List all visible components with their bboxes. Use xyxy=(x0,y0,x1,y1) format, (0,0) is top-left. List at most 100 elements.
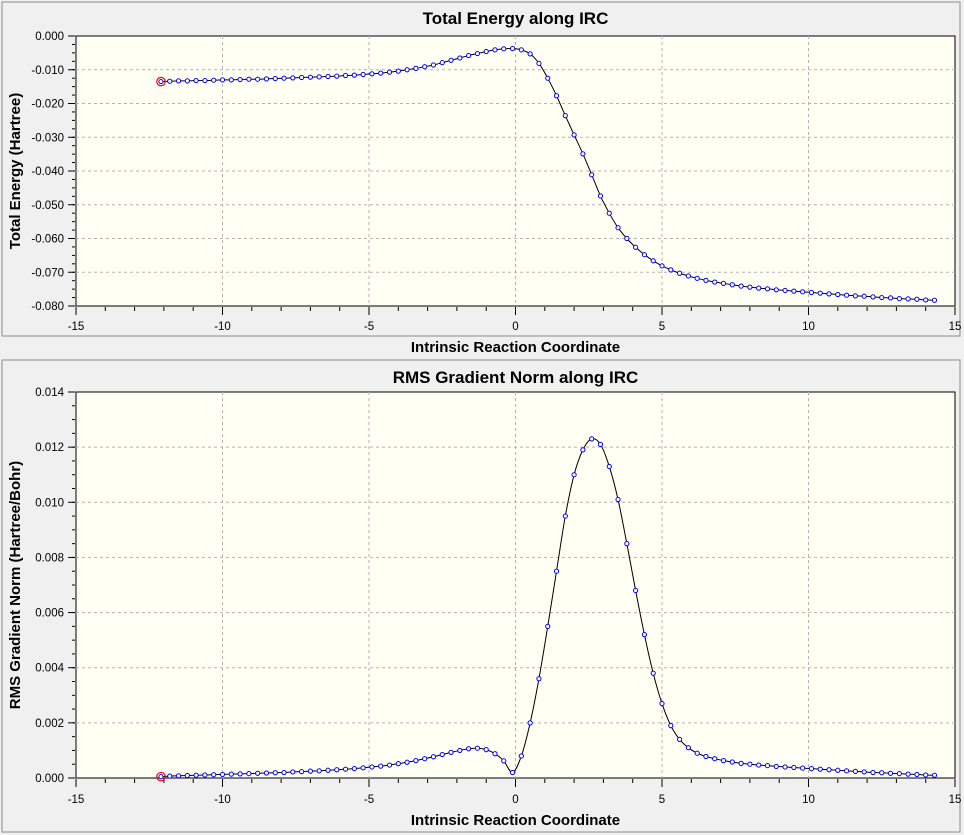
data-point[interactable] xyxy=(633,244,639,250)
data-point[interactable] xyxy=(237,771,243,777)
data-point[interactable] xyxy=(835,767,841,773)
data-point[interactable] xyxy=(527,720,533,726)
data-point[interactable] xyxy=(887,295,894,301)
data-point[interactable] xyxy=(738,760,744,766)
data-point[interactable] xyxy=(184,772,190,779)
data-point[interactable] xyxy=(536,676,542,682)
data-point[interactable] xyxy=(342,766,349,772)
data-point[interactable] xyxy=(430,62,437,68)
data-point[interactable] xyxy=(738,283,744,289)
data-point[interactable] xyxy=(474,50,481,57)
data-point[interactable] xyxy=(641,252,648,258)
data-point[interactable] xyxy=(404,759,410,765)
data-point[interactable] xyxy=(782,764,788,770)
data-point[interactable] xyxy=(597,193,604,199)
data-point[interactable] xyxy=(720,280,727,286)
data-point[interactable] xyxy=(843,292,850,298)
data-point[interactable] xyxy=(905,771,911,777)
data-point[interactable] xyxy=(852,768,858,774)
data-point[interactable] xyxy=(184,78,190,84)
data-point[interactable] xyxy=(615,225,621,231)
data-point[interactable] xyxy=(703,753,709,760)
data-point[interactable] xyxy=(290,75,296,81)
data-point[interactable] xyxy=(580,447,586,453)
data-point[interactable] xyxy=(694,750,700,756)
data-point[interactable] xyxy=(334,767,340,773)
data-point[interactable] xyxy=(589,172,595,178)
data-point[interactable] xyxy=(747,761,753,767)
data-point[interactable] xyxy=(483,48,489,55)
data-point[interactable] xyxy=(448,749,454,755)
data-point[interactable] xyxy=(255,770,261,776)
data-point[interactable] xyxy=(571,472,577,478)
data-point[interactable] xyxy=(597,441,604,447)
data-point[interactable] xyxy=(923,297,929,303)
data-point[interactable] xyxy=(325,767,331,773)
data-point[interactable] xyxy=(685,273,691,279)
data-point[interactable] xyxy=(386,762,393,768)
data-point[interactable] xyxy=(334,73,340,79)
data-point[interactable] xyxy=(255,76,261,82)
data-point[interactable] xyxy=(342,72,349,79)
data-point[interactable] xyxy=(852,293,858,299)
data-point[interactable] xyxy=(923,772,929,778)
data-point[interactable] xyxy=(360,71,366,78)
data-point[interactable] xyxy=(281,75,287,81)
data-point[interactable] xyxy=(861,293,867,299)
data-point[interactable] xyxy=(808,289,815,296)
data-point[interactable] xyxy=(870,294,876,300)
data-point[interactable] xyxy=(492,751,498,757)
data-point[interactable] xyxy=(175,78,182,84)
data-point[interactable] xyxy=(316,74,322,80)
data-point[interactable] xyxy=(861,769,867,775)
data-point[interactable] xyxy=(756,762,762,768)
data-point[interactable] xyxy=(501,758,507,764)
data-point[interactable] xyxy=(351,72,357,78)
data-point[interactable] xyxy=(817,290,823,296)
data-point[interactable] xyxy=(518,47,524,53)
current-point-marker[interactable] xyxy=(156,771,166,782)
data-point[interactable] xyxy=(501,46,507,52)
data-point[interactable] xyxy=(175,773,182,779)
data-point[interactable] xyxy=(659,263,665,269)
data-point[interactable] xyxy=(800,765,806,771)
data-point[interactable] xyxy=(193,77,199,84)
data-point[interactable] xyxy=(826,291,832,297)
data-point[interactable] xyxy=(211,772,217,778)
data-point[interactable] xyxy=(676,270,683,276)
data-point[interactable] xyxy=(545,75,551,81)
data-point[interactable] xyxy=(378,763,384,769)
data-point[interactable] xyxy=(219,771,226,778)
data-point[interactable] xyxy=(492,47,498,53)
data-point[interactable] xyxy=(307,74,313,80)
data-point[interactable] xyxy=(879,770,885,776)
data-point[interactable] xyxy=(712,279,718,285)
data-point[interactable] xyxy=(553,568,560,574)
data-point[interactable] xyxy=(571,132,577,138)
data-point[interactable] xyxy=(782,287,788,294)
data-point[interactable] xyxy=(430,754,437,760)
data-point[interactable] xyxy=(791,764,797,771)
data-point[interactable] xyxy=(167,773,173,779)
data-point[interactable] xyxy=(624,541,630,547)
data-point[interactable] xyxy=(483,747,489,753)
data-point[interactable] xyxy=(246,76,252,82)
data-point[interactable] xyxy=(439,60,445,66)
data-point[interactable] xyxy=(290,769,296,775)
data-point[interactable] xyxy=(369,764,375,770)
data-point[interactable] xyxy=(466,52,472,59)
data-point[interactable] xyxy=(896,295,902,302)
data-point[interactable] xyxy=(764,762,771,769)
data-point[interactable] xyxy=(536,60,542,66)
data-point[interactable] xyxy=(773,763,779,770)
data-point[interactable] xyxy=(457,55,463,61)
data-point[interactable] xyxy=(202,77,208,84)
data-point[interactable] xyxy=(307,768,313,774)
data-point[interactable] xyxy=(870,769,876,776)
data-point[interactable] xyxy=(633,587,639,594)
data-point[interactable] xyxy=(589,436,595,442)
data-point[interactable] xyxy=(474,745,481,751)
data-point[interactable] xyxy=(808,766,815,772)
data-point[interactable] xyxy=(791,288,797,294)
data-point[interactable] xyxy=(729,759,735,765)
